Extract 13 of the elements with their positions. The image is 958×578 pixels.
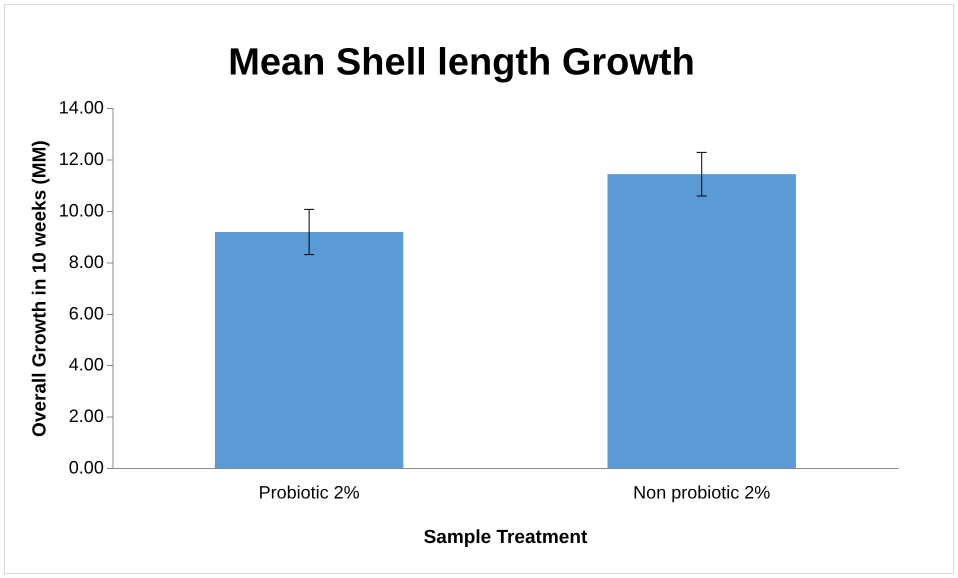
y-tick-label: 6.00 xyxy=(68,303,104,324)
y-tick-label: 10.00 xyxy=(58,200,104,220)
y-axis-title: Overall Growth in 10 weeks (MM) xyxy=(30,140,51,437)
chart-title: Mean Shell length Growth xyxy=(228,41,695,84)
y-tick-label: 14.00 xyxy=(58,98,104,118)
x-axis-title: Sample Treatment xyxy=(424,526,588,548)
y-tick-label: 12.00 xyxy=(58,148,104,169)
y-tick-label: 2.00 xyxy=(68,406,104,426)
y-tick-label: 4.00 xyxy=(68,354,104,375)
y-tick-label: 8.00 xyxy=(68,252,104,272)
y-tick-label: 0.00 xyxy=(68,458,104,478)
x-tick-label: Probiotic 2% xyxy=(258,482,360,502)
x-tick-label: Non probiotic 2% xyxy=(633,482,770,502)
